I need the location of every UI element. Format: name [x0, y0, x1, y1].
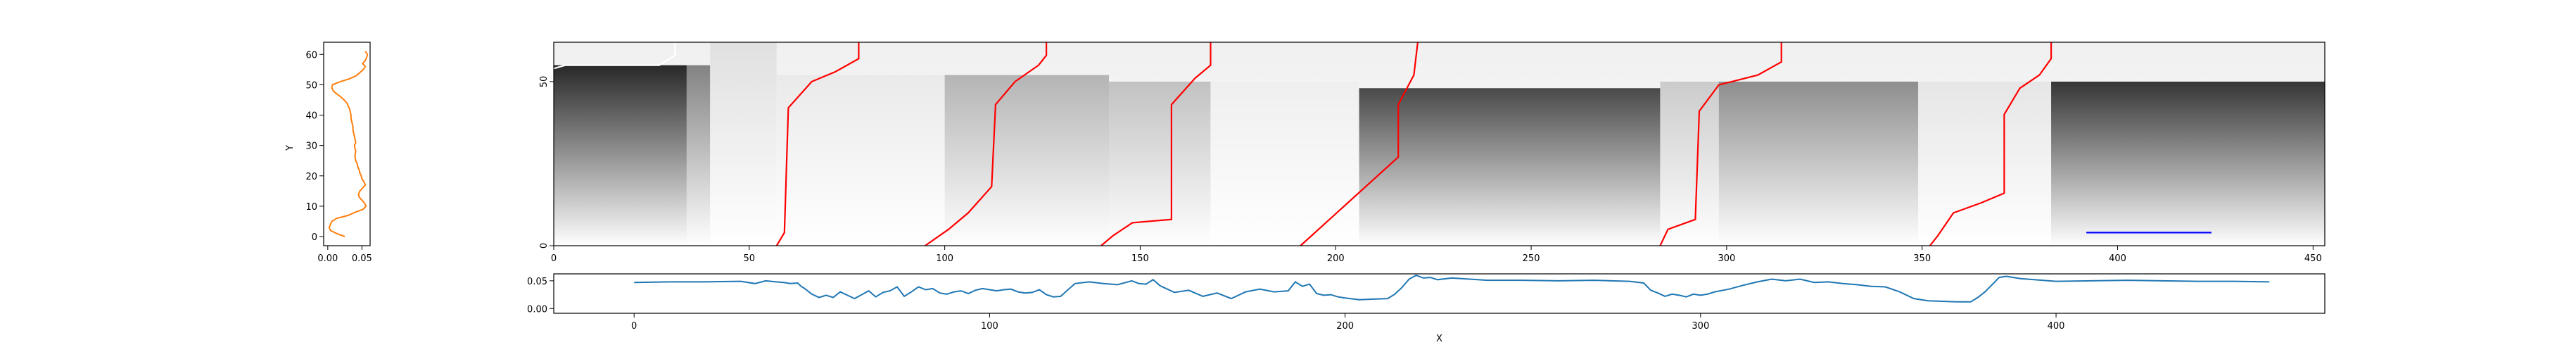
left-profile-frame: [323, 42, 371, 246]
heatmap-x-tick-label-1: 50: [744, 253, 756, 264]
heatmap-path-4: [1659, 42, 1782, 246]
heatmap-y-tick-label-0: 0: [539, 243, 550, 249]
left-y-tick-label-0: 0: [312, 232, 317, 243]
left-x-tick-label-1: 0.05: [352, 253, 372, 264]
left-x-tick-label-0: 0.00: [317, 253, 338, 264]
heatmap-x-tick-label-7: 350: [1913, 253, 1931, 264]
bottom-profile-line: [634, 274, 2270, 303]
bottom-y-tick-label-1: 0.05: [527, 277, 547, 287]
left-y-tick-label-1: 10: [305, 202, 317, 213]
heatmap-fade-overlay: [554, 42, 2325, 246]
bottom-profile-frame: [553, 273, 2326, 314]
main-heatmap-panel: 0 50 100 150 200 250 300 350 400 450 0 50: [539, 42, 2326, 264]
heatmap-ticks: [550, 81, 2314, 250]
left-y-tick-label-6: 60: [305, 50, 317, 61]
bottom-profile-panel: 0 100 200 300 400 0.00 0.05 X: [527, 273, 2326, 344]
left-y-tick-label-3: 30: [305, 142, 317, 152]
heatmap-x-tick-label-3: 150: [1131, 253, 1149, 264]
left-profile-ticks: [319, 54, 362, 250]
bottom-profile-x-axis-label: X: [1436, 334, 1442, 344]
left-profile-tick-labels: 0 10 20 30 40 50 60 0.00 0.05: [305, 50, 372, 264]
heatmap-path-1: [925, 42, 1048, 246]
left-y-tick-label-4: 40: [305, 111, 317, 122]
left-profile-y-axis-label: Y: [285, 145, 296, 151]
heatmap-y-tick-label-1: 50: [539, 76, 550, 88]
heatmap-path-5: [1929, 42, 2052, 246]
left-profile-line: [328, 51, 369, 238]
heatmap-path-2: [1100, 42, 1212, 246]
left-profile-series: [328, 51, 369, 238]
bottom-x-tick-label-0: 0: [631, 321, 637, 332]
left-y-tick-label-5: 50: [305, 80, 317, 91]
bottom-profile-tick-labels: 0 100 200 300 400 0.00 0.05: [527, 277, 2064, 332]
left-profile-panel: 0 10 20 30 40 50 60 0.00 0.05 Y: [285, 42, 372, 264]
heatmap-x-tick-label-2: 100: [936, 253, 953, 264]
bottom-x-tick-label-3: 300: [1692, 321, 1709, 332]
heatmap-path-6: [553, 42, 676, 70]
heatmap-x-tick-label-9: 450: [2304, 253, 2322, 264]
heatmap-tick-labels: 0 50 100 150 200 250 300 350 400 450 0 50: [539, 76, 2322, 264]
bottom-y-tick-label-0: 0.00: [527, 304, 547, 315]
heatmap-x-tick-label-5: 250: [1523, 253, 1540, 264]
bottom-profile-ticks: [550, 280, 2057, 318]
heatmap-path-3: [1300, 42, 1419, 246]
heatmap-x-tick-label-0: 0: [551, 253, 557, 264]
heatmap-x-tick-label-6: 300: [1718, 253, 1735, 264]
heatmap-x-tick-label-8: 400: [2109, 253, 2126, 264]
left-y-tick-label-2: 20: [305, 172, 317, 182]
heatmap-frame: [553, 42, 2326, 246]
heatmap-paths: [553, 42, 2212, 246]
heatmap-x-tick-label-4: 200: [1327, 253, 1345, 264]
bottom-x-tick-label-4: 400: [2048, 321, 2065, 332]
bottom-x-tick-label-2: 200: [1336, 321, 1354, 332]
heatmap-path-0: [775, 42, 860, 246]
bottom-x-tick-label-1: 100: [981, 321, 998, 332]
bottom-profile-series: [634, 274, 2270, 303]
